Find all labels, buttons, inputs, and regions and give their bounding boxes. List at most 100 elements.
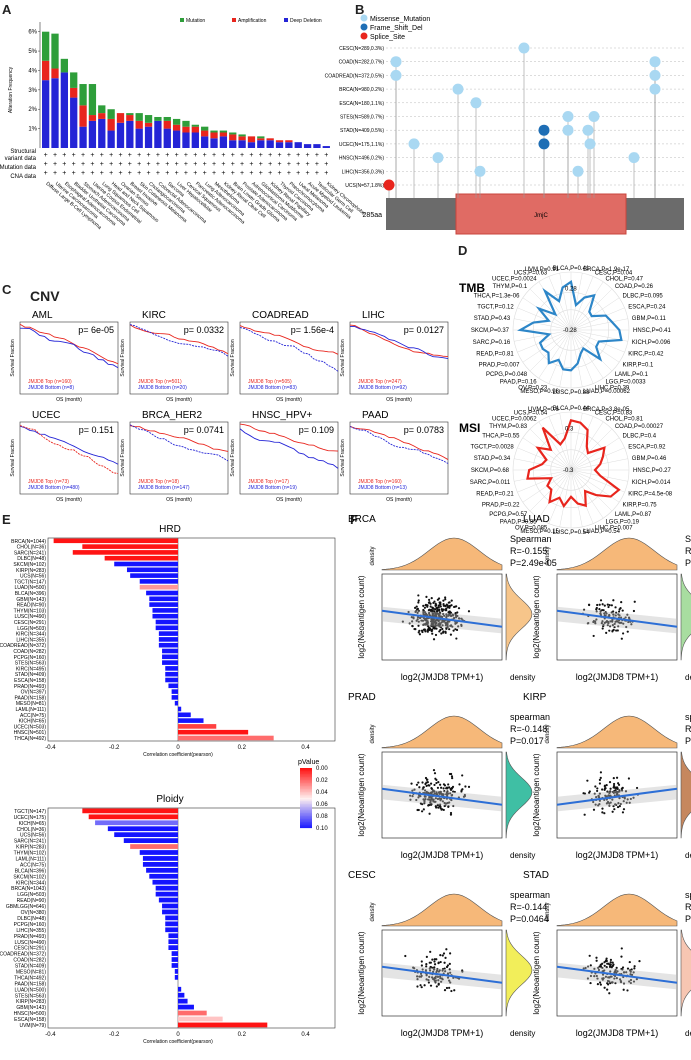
ploidy-bar — [168, 939, 178, 945]
e-legend-gradient — [300, 805, 312, 808]
a-row-mark: + — [90, 161, 94, 168]
e-legend-gradient — [300, 774, 312, 776]
f-point — [440, 621, 443, 624]
f-point — [420, 986, 423, 989]
f-point — [435, 778, 438, 782]
c-plot-frame — [129, 321, 229, 395]
a-row-label: Mutation data — [0, 165, 37, 171]
msi-label: TGCT,P=0.0028 — [471, 444, 515, 450]
f-point — [592, 800, 595, 804]
hrd-bar — [130, 573, 178, 578]
f-point — [442, 631, 445, 634]
msi-polygon — [526, 419, 621, 509]
f-point — [420, 960, 423, 963]
e-legend-tick: 0.02 — [316, 778, 328, 784]
f-point — [433, 976, 436, 980]
f-top-density — [381, 537, 503, 571]
f-point — [441, 627, 444, 631]
f-point — [444, 596, 447, 599]
f-point — [596, 977, 599, 980]
f-point — [617, 802, 620, 805]
f-point — [619, 979, 623, 983]
b-row-label: COAD(N=282,0.7%) — [339, 60, 385, 66]
tmb-spoke — [570, 329, 620, 363]
f-point — [449, 811, 453, 815]
f-point — [612, 782, 616, 786]
a-row-mark: + — [240, 170, 244, 177]
f-point — [430, 618, 433, 621]
f-title: BRCA — [348, 514, 376, 525]
f-point — [603, 788, 606, 791]
tmb-spoke — [514, 329, 572, 342]
c-xlabel: OS (month) — [386, 397, 412, 403]
tmb-spoke — [517, 307, 572, 331]
hrd-bar — [165, 666, 178, 671]
f-point — [619, 607, 622, 610]
c-pvalue: p= 0.151 — [79, 425, 114, 435]
a-row-mark: + — [53, 161, 57, 168]
e-legend-tick: 0.10 — [316, 826, 328, 832]
tmb-spoke — [570, 307, 625, 331]
hrd-bar — [158, 637, 178, 642]
b-mutation-dot — [584, 138, 596, 150]
f-p-value: P=0.0165 — [685, 914, 691, 924]
a-bar — [42, 80, 50, 148]
f-point — [432, 769, 436, 772]
f-point — [428, 961, 431, 964]
c-plot-frame — [19, 321, 119, 395]
f-point — [429, 965, 432, 969]
msi-spoke — [570, 416, 594, 471]
msi-label: SARC,P=0.011 — [470, 480, 511, 486]
a-bar — [126, 115, 134, 121]
f-point — [447, 805, 450, 808]
a-row-mark: + — [221, 161, 225, 168]
b-row-label: ESCA(N=180,1.1%) — [339, 101, 384, 107]
msi-spoke — [522, 437, 572, 471]
c-plot-title: KIRC — [142, 310, 166, 321]
hrd-label: ACC(N=75) — [20, 713, 46, 719]
hrd-label: KIRC(N=344) — [16, 632, 46, 638]
tmb-spoke — [559, 273, 572, 331]
f-point — [422, 623, 425, 626]
hrd-bar — [158, 642, 178, 648]
f-point — [596, 789, 599, 793]
a-row-mark: + — [184, 152, 188, 159]
a-row-mark: + — [268, 170, 272, 177]
msi-label: LAML,P=0.87 — [615, 512, 652, 518]
f-point — [595, 959, 598, 962]
ploidy-bar — [158, 897, 178, 903]
ploidy-label: KIRP(N=283) — [16, 845, 46, 851]
f-point — [439, 601, 442, 604]
legend-label: Amplification — [238, 18, 267, 24]
f-xlabel: log2(JMJD8 TPM+1) — [401, 672, 484, 682]
f-point — [608, 629, 611, 632]
tmb-spoke — [570, 329, 604, 379]
ploidy-bar — [178, 986, 182, 992]
a-row-mark: + — [296, 170, 300, 177]
a-row-label: CNA data — [10, 174, 36, 180]
tmb-label: LUAD,P=0.00062 — [583, 389, 631, 395]
f-point — [602, 623, 605, 626]
hrd-bar — [178, 729, 249, 735]
panel-e-letter: E — [2, 512, 11, 527]
tmb-label: BLCA,P=0.41 — [553, 266, 590, 272]
f-r-value: R=-0.155 — [685, 902, 691, 912]
f-point — [425, 978, 428, 981]
f-point — [586, 622, 589, 625]
f-point — [444, 970, 447, 973]
a-row-mark: + — [53, 170, 57, 177]
f-point — [433, 611, 436, 614]
f-point — [417, 808, 420, 812]
f-ci-band — [557, 606, 677, 634]
f-point — [432, 970, 435, 973]
ploidy-label: LAML(N=111) — [15, 857, 46, 863]
ploidy-label: COAD(N=282) — [13, 958, 46, 964]
ploidy-bar — [165, 915, 178, 921]
hrd-xtick: 0 — [176, 745, 180, 751]
f-point — [412, 616, 415, 619]
e-legend-gradient — [300, 817, 312, 820]
f-point — [627, 620, 630, 624]
c-pvalue: p= 0.0332 — [184, 325, 224, 335]
f-point — [456, 611, 459, 614]
b-mutation-dot — [588, 111, 600, 122]
